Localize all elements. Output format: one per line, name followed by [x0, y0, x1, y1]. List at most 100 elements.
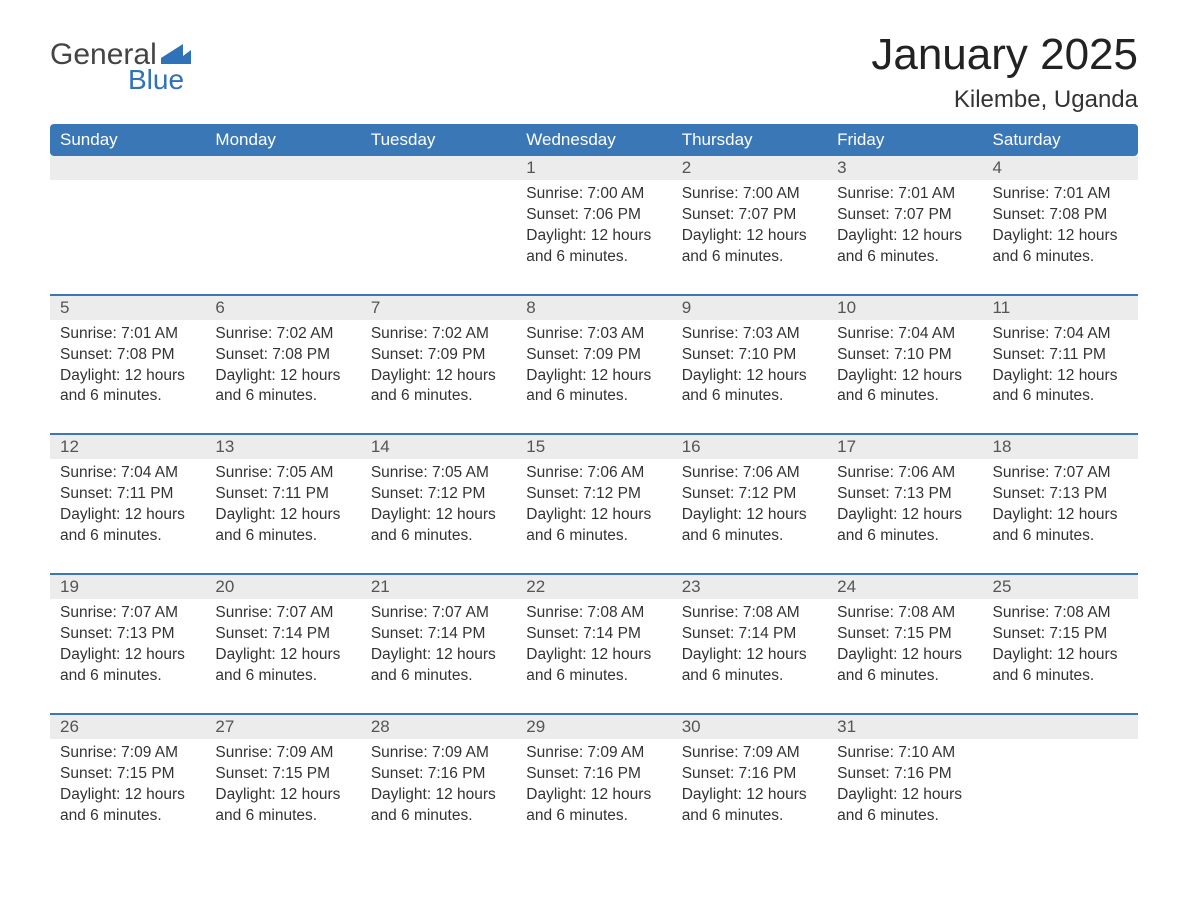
details-row: Sunrise: 7:01 AMSunset: 7:08 PMDaylight:…	[50, 320, 1138, 435]
sunrise-line: Sunrise: 7:08 AM	[837, 603, 972, 624]
sunset-line: Sunset: 7:08 PM	[993, 205, 1128, 226]
day-detail-cell: Sunrise: 7:01 AMSunset: 7:07 PMDaylight:…	[827, 180, 982, 295]
sunset-line: Sunset: 7:12 PM	[526, 484, 661, 505]
sunrise-line: Sunrise: 7:01 AM	[60, 324, 195, 345]
sunset-line: Sunset: 7:14 PM	[371, 624, 506, 645]
day-number-cell: 23	[672, 574, 827, 599]
day-number-cell: 6	[205, 295, 360, 320]
sunset-line: Sunset: 7:16 PM	[526, 764, 661, 785]
weekday-header-row: Sunday Monday Tuesday Wednesday Thursday…	[50, 124, 1138, 156]
day-detail-cell: Sunrise: 7:05 AMSunset: 7:11 PMDaylight:…	[205, 459, 360, 574]
day-detail-cell: Sunrise: 7:01 AMSunset: 7:08 PMDaylight:…	[983, 180, 1138, 295]
day-detail-cell: Sunrise: 7:04 AMSunset: 7:11 PMDaylight:…	[983, 320, 1138, 435]
day-number-cell: 19	[50, 574, 205, 599]
day-detail-cell: Sunrise: 7:07 AMSunset: 7:13 PMDaylight:…	[50, 599, 205, 714]
daynum-row: 1234	[50, 156, 1138, 180]
day-number-cell: 3	[827, 156, 982, 180]
day-detail-cell	[983, 739, 1138, 853]
day-detail-cell: Sunrise: 7:07 AMSunset: 7:13 PMDaylight:…	[983, 459, 1138, 574]
day-number-cell: 27	[205, 714, 360, 739]
day-detail-cell	[50, 180, 205, 295]
calendar-table: Sunday Monday Tuesday Wednesday Thursday…	[50, 124, 1138, 852]
sunrise-line: Sunrise: 7:07 AM	[371, 603, 506, 624]
daynum-row: 12131415161718	[50, 434, 1138, 459]
daylight-line: Daylight: 12 hours and 6 minutes.	[993, 226, 1128, 268]
sunrise-line: Sunrise: 7:04 AM	[837, 324, 972, 345]
sunset-line: Sunset: 7:08 PM	[60, 345, 195, 366]
day-detail-cell: Sunrise: 7:09 AMSunset: 7:16 PMDaylight:…	[672, 739, 827, 853]
daylight-line: Daylight: 12 hours and 6 minutes.	[371, 785, 506, 827]
flag-icon	[161, 44, 191, 64]
daylight-line: Daylight: 12 hours and 6 minutes.	[993, 505, 1128, 547]
day-number-cell: 17	[827, 434, 982, 459]
sunrise-line: Sunrise: 7:06 AM	[837, 463, 972, 484]
day-number-cell: 28	[361, 714, 516, 739]
sunrise-line: Sunrise: 7:03 AM	[682, 324, 817, 345]
day-detail-cell: Sunrise: 7:08 AMSunset: 7:14 PMDaylight:…	[516, 599, 671, 714]
sunrise-line: Sunrise: 7:07 AM	[60, 603, 195, 624]
sunrise-line: Sunrise: 7:00 AM	[526, 184, 661, 205]
daylight-line: Daylight: 12 hours and 6 minutes.	[215, 505, 350, 547]
day-detail-cell	[205, 180, 360, 295]
sunrise-line: Sunrise: 7:07 AM	[993, 463, 1128, 484]
day-detail-cell: Sunrise: 7:07 AMSunset: 7:14 PMDaylight:…	[205, 599, 360, 714]
day-number-cell: 31	[827, 714, 982, 739]
day-detail-cell: Sunrise: 7:03 AMSunset: 7:09 PMDaylight:…	[516, 320, 671, 435]
sunrise-line: Sunrise: 7:09 AM	[526, 743, 661, 764]
daylight-line: Daylight: 12 hours and 6 minutes.	[837, 366, 972, 408]
daylight-line: Daylight: 12 hours and 6 minutes.	[60, 366, 195, 408]
daylight-line: Daylight: 12 hours and 6 minutes.	[993, 645, 1128, 687]
day-detail-cell: Sunrise: 7:03 AMSunset: 7:10 PMDaylight:…	[672, 320, 827, 435]
day-detail-cell: Sunrise: 7:06 AMSunset: 7:12 PMDaylight:…	[672, 459, 827, 574]
sunset-line: Sunset: 7:13 PM	[993, 484, 1128, 505]
sunset-line: Sunset: 7:14 PM	[215, 624, 350, 645]
weekday-header: Wednesday	[516, 124, 671, 156]
sunrise-line: Sunrise: 7:04 AM	[60, 463, 195, 484]
daylight-line: Daylight: 12 hours and 6 minutes.	[682, 645, 817, 687]
sunset-line: Sunset: 7:15 PM	[993, 624, 1128, 645]
daylight-line: Daylight: 12 hours and 6 minutes.	[371, 645, 506, 687]
day-number-cell	[361, 156, 516, 180]
day-number-cell: 4	[983, 156, 1138, 180]
day-number-cell	[50, 156, 205, 180]
daylight-line: Daylight: 12 hours and 6 minutes.	[682, 366, 817, 408]
sunrise-line: Sunrise: 7:09 AM	[682, 743, 817, 764]
daylight-line: Daylight: 12 hours and 6 minutes.	[682, 785, 817, 827]
day-number-cell: 20	[205, 574, 360, 599]
day-number-cell: 29	[516, 714, 671, 739]
daylight-line: Daylight: 12 hours and 6 minutes.	[993, 366, 1128, 408]
daynum-row: 567891011	[50, 295, 1138, 320]
sunset-line: Sunset: 7:08 PM	[215, 345, 350, 366]
sunrise-line: Sunrise: 7:04 AM	[993, 324, 1128, 345]
sunset-line: Sunset: 7:07 PM	[682, 205, 817, 226]
sunrise-line: Sunrise: 7:01 AM	[993, 184, 1128, 205]
daylight-line: Daylight: 12 hours and 6 minutes.	[837, 785, 972, 827]
daylight-line: Daylight: 12 hours and 6 minutes.	[682, 505, 817, 547]
header: General Blue January 2025 Kilembe, Ugand…	[50, 30, 1138, 114]
sunrise-line: Sunrise: 7:00 AM	[682, 184, 817, 205]
daylight-line: Daylight: 12 hours and 6 minutes.	[526, 785, 661, 827]
sunset-line: Sunset: 7:15 PM	[215, 764, 350, 785]
day-number-cell: 25	[983, 574, 1138, 599]
sunrise-line: Sunrise: 7:06 AM	[526, 463, 661, 484]
day-number-cell: 15	[516, 434, 671, 459]
sunset-line: Sunset: 7:16 PM	[682, 764, 817, 785]
day-detail-cell: Sunrise: 7:01 AMSunset: 7:08 PMDaylight:…	[50, 320, 205, 435]
day-detail-cell: Sunrise: 7:08 AMSunset: 7:15 PMDaylight:…	[983, 599, 1138, 714]
day-detail-cell: Sunrise: 7:04 AMSunset: 7:10 PMDaylight:…	[827, 320, 982, 435]
day-number-cell: 9	[672, 295, 827, 320]
day-number-cell: 24	[827, 574, 982, 599]
day-detail-cell: Sunrise: 7:04 AMSunset: 7:11 PMDaylight:…	[50, 459, 205, 574]
sunrise-line: Sunrise: 7:05 AM	[371, 463, 506, 484]
day-detail-cell: Sunrise: 7:08 AMSunset: 7:14 PMDaylight:…	[672, 599, 827, 714]
sunset-line: Sunset: 7:09 PM	[526, 345, 661, 366]
day-number-cell: 8	[516, 295, 671, 320]
daylight-line: Daylight: 12 hours and 6 minutes.	[526, 505, 661, 547]
sunset-line: Sunset: 7:16 PM	[837, 764, 972, 785]
sunset-line: Sunset: 7:11 PM	[60, 484, 195, 505]
sunrise-line: Sunrise: 7:09 AM	[215, 743, 350, 764]
daylight-line: Daylight: 12 hours and 6 minutes.	[526, 645, 661, 687]
daylight-line: Daylight: 12 hours and 6 minutes.	[215, 366, 350, 408]
daylight-line: Daylight: 12 hours and 6 minutes.	[60, 645, 195, 687]
sunset-line: Sunset: 7:11 PM	[215, 484, 350, 505]
